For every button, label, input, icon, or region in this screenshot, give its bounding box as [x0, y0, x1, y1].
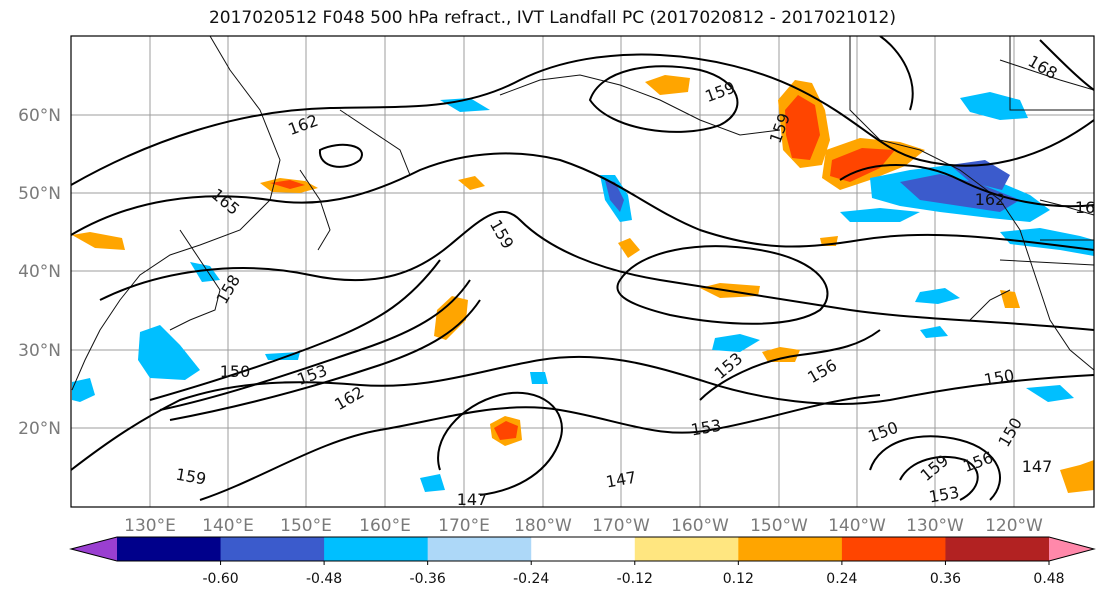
- longitude-label: 160°W: [671, 516, 729, 536]
- colorbar-tick-label: 0.36: [930, 571, 961, 587]
- colorbar: [69, 536, 1096, 562]
- colorbar-tick-label: 0.48: [1033, 571, 1064, 587]
- longitude-label: 130°E: [124, 516, 176, 536]
- longitude-label: 180°W: [514, 516, 572, 536]
- shaded-anomalies: [72, 75, 1094, 493]
- colorbar-segment: [117, 537, 222, 561]
- contour-label: 162: [975, 190, 1006, 209]
- longitude-label: 150°E: [280, 516, 332, 536]
- latitude-label: 20°N: [18, 419, 61, 439]
- latitude-label: 60°N: [18, 106, 61, 126]
- colorbar-segment: [841, 537, 946, 561]
- map-border: [70, 35, 1095, 508]
- colorbar-tick-label: 0.24: [826, 571, 857, 587]
- longitude-label: 120°W: [985, 516, 1043, 536]
- colorbar-tick-labels: -0.60 -0.48 -0.36 -0.24 -0.12 0.12 0.24 0.36 0.4…: [202, 561, 1065, 587]
- longitude-label: 160°E: [359, 516, 411, 536]
- contour-label: 150: [220, 362, 251, 381]
- map-title: 2017020512 F048 500 hPa refract., IVT La…: [208, 8, 896, 28]
- colorbar-segment: [427, 537, 532, 561]
- longitude-label: 130°W: [906, 516, 964, 536]
- longitude-label: 140°E: [202, 516, 254, 536]
- colorbar-tick-label: -0.48: [306, 571, 342, 587]
- latitude-labels: 60°N 50°N 40°N 30°N 20°N: [18, 106, 61, 439]
- longitude-labels: 130°E 140°E 150°E 160°E 170°E 180°W 170°W 160°W…: [124, 516, 1043, 536]
- colorbar-extend-low: [71, 537, 117, 561]
- latitude-label: 50°N: [18, 184, 61, 204]
- colorbar-outline: [69, 536, 1096, 562]
- coastlines: [71, 36, 1094, 391]
- colorbar-extend-high: [1049, 537, 1094, 561]
- contour-label: 16: [1075, 198, 1095, 217]
- longitude-label: 170°E: [438, 516, 490, 536]
- colorbar-segment: [531, 537, 636, 561]
- colorbar-tick-label: 0.12: [723, 571, 754, 587]
- longitude-label: 150°W: [750, 516, 808, 536]
- colorbar-segment: [634, 537, 739, 561]
- colorbar-segment: [738, 537, 843, 561]
- colorbar-tick-label: -0.36: [410, 571, 446, 587]
- latitude-label: 30°N: [18, 341, 61, 361]
- colorbar-tick-label: -0.60: [202, 571, 238, 587]
- latitude-label: 40°N: [18, 262, 61, 282]
- colorbar-tick-label: -0.24: [513, 571, 549, 587]
- longitude-label: 170°W: [592, 516, 650, 536]
- longitude-label: 140°W: [828, 516, 886, 536]
- colorbar-segment: [220, 537, 325, 561]
- contour-label: 147: [457, 490, 488, 509]
- colorbar-segment: [945, 537, 1050, 561]
- colorbar-tick-label: -0.12: [617, 571, 653, 587]
- contour-label: 147: [1022, 457, 1053, 476]
- height-contours: [71, 36, 1094, 501]
- colorbar-segment: [324, 537, 429, 561]
